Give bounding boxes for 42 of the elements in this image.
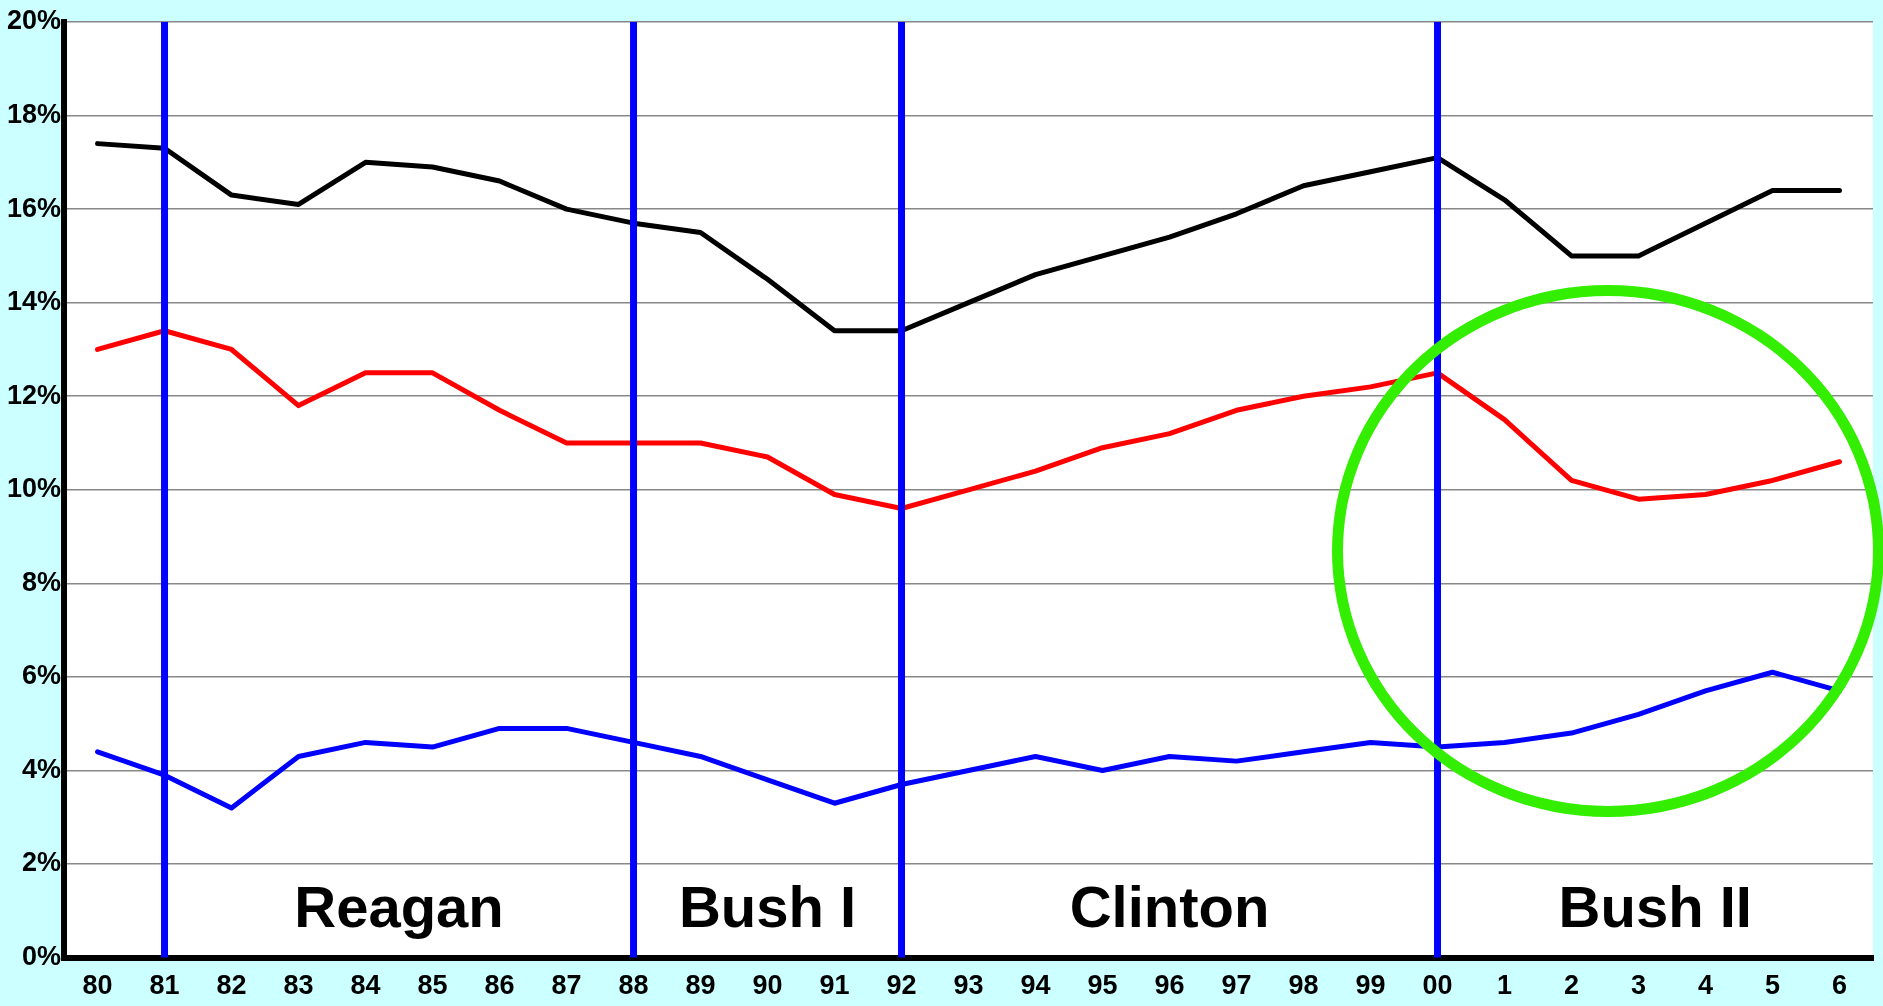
y-tick-label: 16% (6, 192, 62, 223)
y-tick-label: 14% (6, 286, 62, 317)
annotation: Reagan (294, 873, 504, 939)
x-tick-label: 80 (82, 970, 113, 1001)
y-tick-label: 2% (22, 847, 62, 878)
x-tick-label: 97 (1221, 970, 1252, 1001)
x-tick-label: 3 (1630, 970, 1647, 1001)
x-tick-label: 81 (149, 970, 180, 1001)
x-tick-label: 92 (886, 970, 917, 1001)
x-tick-label: 90 (752, 970, 783, 1001)
x-tick-label: 84 (350, 970, 381, 1001)
x-tick-label: 5 (1764, 970, 1781, 1001)
x-tick-label: 82 (216, 970, 247, 1001)
x-tick-label: 86 (484, 970, 515, 1001)
y-tick-label: 12% (6, 379, 62, 410)
y-tick-label: 4% (22, 753, 62, 784)
x-tick-label: 96 (1154, 970, 1185, 1001)
x-tick-label: 00 (1422, 970, 1453, 1001)
y-tick-label: 20% (6, 5, 62, 36)
x-tick-label: 87 (551, 970, 582, 1001)
x-tick-label: 4 (1697, 970, 1714, 1001)
annotation: Bush I (678, 873, 857, 939)
x-tick-label: 94 (1020, 970, 1051, 1001)
x-tick-label: 6 (1831, 970, 1848, 1001)
y-tick-label: 10% (6, 473, 62, 504)
x-tick-label: 93 (953, 970, 984, 1001)
annotation: Clinton (1069, 873, 1270, 939)
x-tick-label: 85 (417, 970, 448, 1001)
x-tick-label: 99 (1355, 970, 1386, 1001)
y-tick-label: 0% (22, 941, 62, 972)
x-tick-label: 89 (685, 970, 716, 1001)
x-tick-label: 88 (618, 970, 649, 1001)
annotation: Bush II (1558, 873, 1752, 939)
x-tick-label: 95 (1087, 970, 1118, 1001)
x-tick-label: 83 (283, 970, 314, 1001)
y-tick-label: 8% (22, 566, 62, 597)
y-tick-label: 6% (22, 660, 62, 691)
x-tick-label: 2 (1563, 970, 1580, 1001)
x-tick-label: 98 (1288, 970, 1319, 1001)
y-tick-label: 18% (6, 99, 62, 130)
x-tick-label: 1 (1496, 970, 1513, 1001)
x-tick-label: 91 (819, 970, 850, 1001)
